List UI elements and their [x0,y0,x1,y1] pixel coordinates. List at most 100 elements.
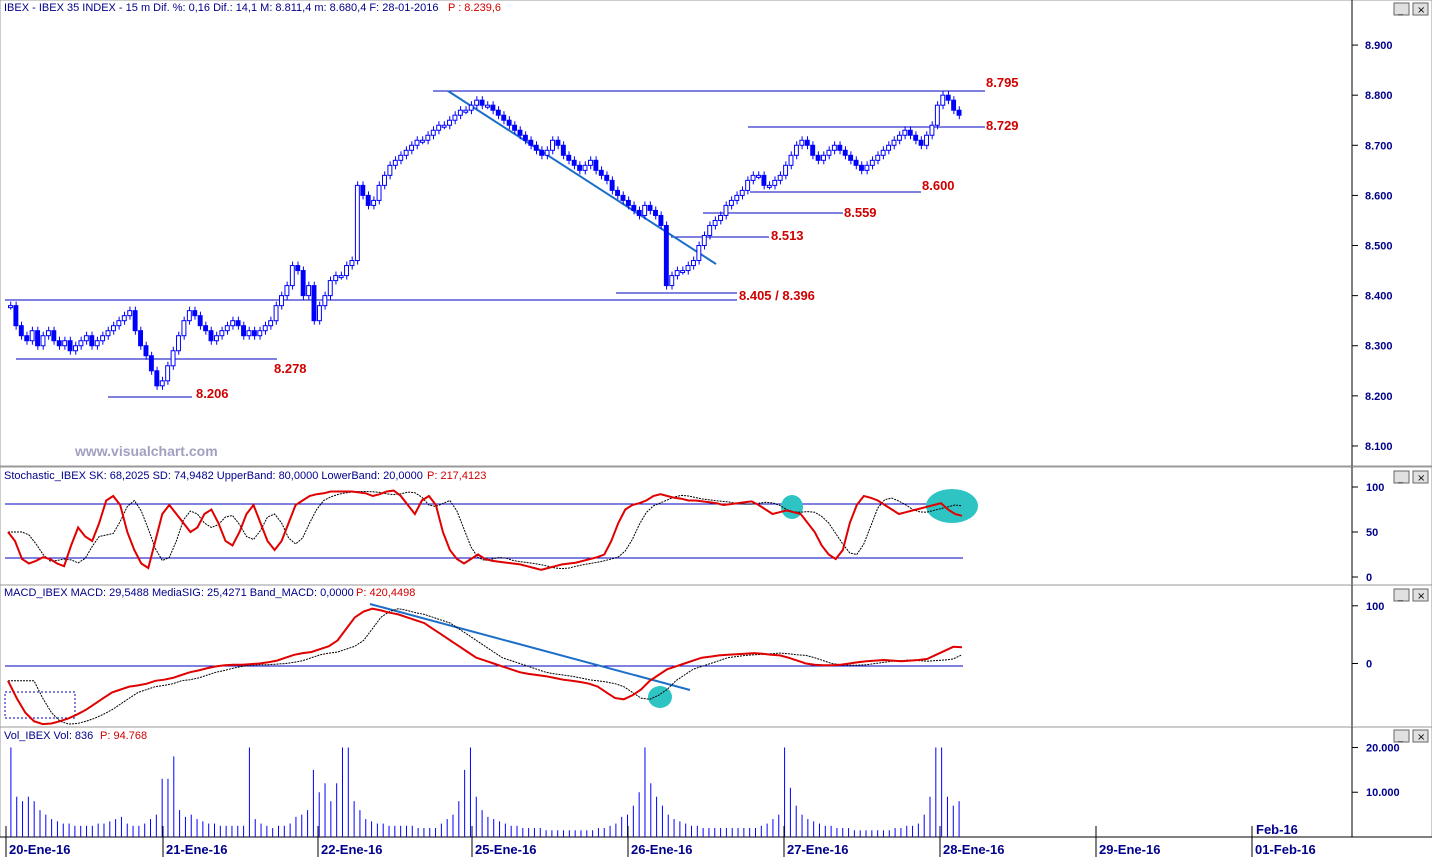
y-tick-label: 8.900 [1365,40,1393,52]
level-label-8795: 8.795 [986,75,1019,90]
candle-body [528,139,534,146]
volume-panel [0,726,1432,838]
candle-body [956,109,962,116]
candle-body [159,380,165,387]
candle-body [354,184,360,262]
vol-tick-label: 20.000 [1366,742,1400,754]
stoch-panel [0,466,1432,586]
candle-body [387,164,393,176]
candle-body [663,224,669,287]
candle-body [929,124,935,136]
candle-body [289,265,295,287]
candle-body [273,305,279,322]
candle-body [322,295,328,307]
minimize-icon: _ [1397,732,1404,743]
candle-body [761,174,767,186]
candle-body [875,154,881,161]
macd-tick-label: 100 [1366,601,1384,613]
candle-body [799,139,805,146]
candle-body [73,345,78,352]
candle-body [35,330,41,347]
y-tick-label: 8.300 [1365,341,1393,353]
candle-body [127,310,133,317]
panel-minimize-button[interactable] [1393,588,1410,602]
candle-body [94,340,100,347]
minimize-icon: _ [1397,5,1404,16]
candle-body [224,325,230,332]
candle-body [235,320,241,327]
candle-body [62,340,68,347]
candle-body [907,129,913,136]
candle-body [533,144,539,151]
candle-body [457,109,463,116]
panel-minimize-button[interactable] [1393,729,1410,743]
candle-body [718,214,723,221]
candle-body [89,335,95,347]
candle-body [213,335,219,342]
stoch-sd-line [8,491,963,570]
candle-body [620,194,626,201]
y-tick-label: 8.500 [1365,241,1393,253]
candle-body [241,325,246,337]
y-tick-label: 8.700 [1365,140,1393,152]
candle-body [197,315,203,327]
candle-body [886,144,892,151]
candle-body [517,129,523,136]
macd-header-p: P: 420,4498 [356,587,415,599]
candle-body [219,330,225,337]
candle-body [148,355,154,372]
candle-body [783,164,789,176]
candle-body [810,144,816,156]
candle-body [186,310,192,322]
candle-body [940,94,946,106]
candle-body [441,124,447,128]
candle-body [690,260,696,267]
vol-tick-label: 10.000 [1366,787,1400,799]
candle-body [479,99,485,106]
candle-body [826,149,832,156]
candle-body [859,164,864,171]
candle-body [772,179,778,186]
candle-body [821,154,826,161]
candle-body [804,139,810,146]
x-tick-label: 01-Feb-16 [1255,842,1316,857]
candle-body [788,154,794,166]
candle-body [924,134,929,146]
candle-body [338,275,344,279]
candle-body [739,189,745,196]
vol-header: Vol_IBEX Vol: 836 [4,730,93,742]
candle-body [934,104,940,126]
candle-body [734,194,740,201]
candle-body [300,270,306,297]
candle-body [728,199,734,206]
panel-close-button[interactable] [1412,470,1429,484]
candle-body [316,305,322,322]
candle-body [468,104,474,111]
candle-body [604,174,610,181]
candle-body [512,124,518,131]
level-label-8559: 8.559 [844,205,877,220]
candle-body [403,149,409,156]
candle-body [501,114,507,121]
candle-body [67,340,73,352]
panel-close-button[interactable] [1412,588,1429,602]
panel-close-button[interactable] [1412,729,1429,743]
candle-body [392,159,398,166]
candle-body [208,330,214,342]
candle-body [170,350,176,367]
candle-body [24,335,30,342]
candle-body [685,265,691,272]
candle-body [165,365,171,382]
panel-minimize-button[interactable] [1393,2,1410,16]
stoch-header: Stochastic_IBEX SK: 68,2025 SD: 74,9482 … [4,470,423,482]
candle-body [376,184,382,201]
panel-close-button[interactable] [1412,2,1429,16]
candle-body [344,265,349,277]
panel-minimize-button[interactable] [1393,470,1410,484]
candle-body [154,370,160,387]
stoch-highlight-1 [781,495,803,519]
candle-body [56,340,62,347]
candle-body [295,265,301,272]
candle-body [181,320,187,337]
